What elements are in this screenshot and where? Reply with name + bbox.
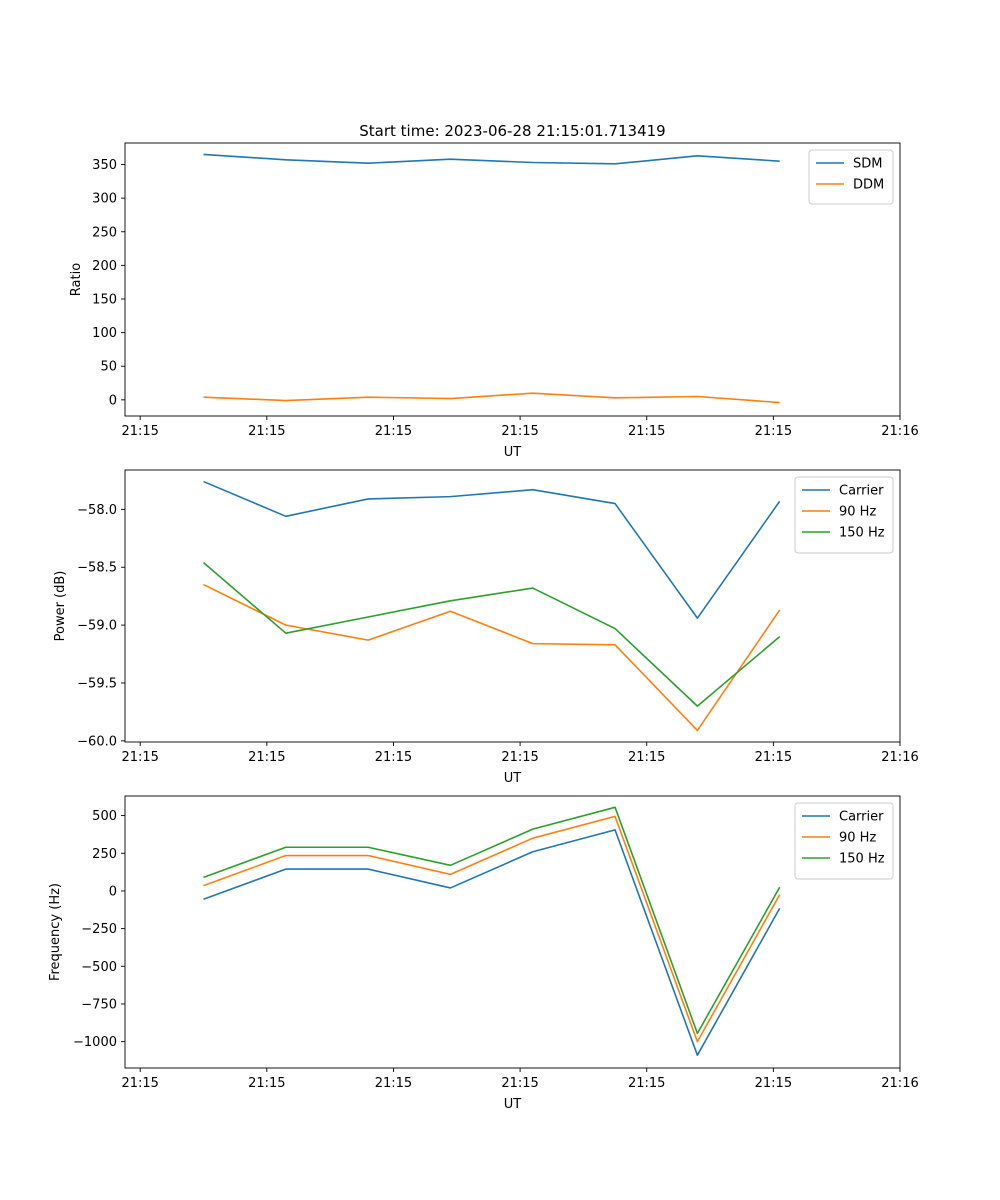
series-line-150-hz [203,806,781,1035]
series-line-90-hz [203,583,781,732]
legend: SDM DDM [808,149,894,205]
legend-label: 90 Hz [839,831,876,846]
figure-title: Start time: 2023-06-28 21:15:01.713419 [359,122,665,140]
x-tick-label: 21:15 [755,750,792,765]
x-tick-label: 21:15 [755,1076,792,1091]
legend-label: SDM [853,157,882,172]
x-axis-label: UT [504,445,522,460]
x-tick-label: 21:16 [881,424,918,439]
x-axis-label: UT [504,771,522,786]
y-tick-label: 0 [109,884,117,899]
series-line-carrier [203,829,781,1056]
legend: Carrier 90 Hz 150 Hz [794,476,894,554]
y-tick-label: −59.0 [77,619,117,634]
series-line-150-hz [202,561,781,707]
x-tick-label: 21:16 [881,750,918,765]
y-tick-label: 350 [92,158,117,173]
legend-box [794,476,894,554]
y-axis-label: Frequency (Hz) [48,883,63,981]
series-line-ddm [203,392,780,404]
x-tick-label: 21:15 [375,1076,412,1091]
chart-panel-2: 21:15 21:15 21:15 21:15 21:15 21:15 21:16 −60.0… [53,469,919,786]
y-tick-label: 250 [92,847,117,862]
x-tick-label: 21:15 [501,1076,538,1091]
x-tick-label: 21:15 [755,424,792,439]
legend-label: DDM [853,178,884,193]
chart-panel-3: 21:15 21:15 21:15 21:15 21:15 21:15 21:16 −1000… [48,795,919,1112]
x-tick-label: 21:16 [881,1076,918,1091]
x-tick-label: 21:15 [628,750,665,765]
x-tick-label: 21:15 [501,424,538,439]
axes-frame [124,795,901,1069]
y-tick-label: 250 [92,225,117,240]
x-tick-label: 21:15 [121,750,158,765]
x-axis-label: UT [504,1097,522,1112]
y-tick-label: −250 [81,922,117,937]
x-tick-label: 21:15 [501,750,538,765]
series-line-90-hz [203,815,781,1043]
legend-label: Carrier [839,810,884,825]
x-tick-label: 21:15 [375,424,412,439]
y-tick-label: −58.0 [77,503,117,518]
x-tick-label: 21:15 [628,424,665,439]
x-tick-label: 21:15 [248,750,285,765]
legend-label: 150 Hz [839,852,885,867]
x-tick-label: 21:15 [248,1076,285,1091]
x-tick-label: 21:15 [628,1076,665,1091]
plots-container: 21:15 21:15 21:15 21:15 21:15 21:15 21:16 0 50 10… [48,142,919,1112]
y-tick-label: −750 [81,997,117,1012]
legend-label: Carrier [839,484,884,499]
y-tick-label: 500 [92,809,117,824]
y-tick-label: 0 [109,393,117,408]
series-line-sdm [203,153,780,165]
y-axis-label: Ratio [69,263,84,296]
x-tick-label: 21:15 [248,424,285,439]
y-axis-label: Power (dB) [53,571,68,642]
legend-label: 90 Hz [839,505,876,520]
legend-label: 150 Hz [839,526,885,541]
y-tick-label: −500 [81,960,117,975]
x-tick-label: 21:15 [121,424,158,439]
y-tick-label: 150 [92,293,117,308]
y-tick-label: −1000 [73,1035,117,1050]
x-tick-label: 21:15 [121,1076,158,1091]
axes-frame [124,469,901,743]
y-tick-label: 50 [100,360,117,375]
y-tick-label: 200 [92,259,117,274]
y-tick-label: −60.0 [77,734,117,749]
y-tick-label: −59.5 [77,676,117,691]
y-tick-label: −58.5 [77,561,117,576]
chart-panel-1: 21:15 21:15 21:15 21:15 21:15 21:15 21:16 0 50 10… [69,142,919,460]
x-tick-label: 21:15 [375,750,412,765]
legend-box [794,802,894,880]
series-line-carrier [203,480,781,619]
y-tick-label: 100 [92,326,117,341]
y-tick-label: 300 [92,192,117,207]
axes-frame [124,142,901,417]
legend: Carrier 90 Hz 150 Hz [794,802,894,880]
